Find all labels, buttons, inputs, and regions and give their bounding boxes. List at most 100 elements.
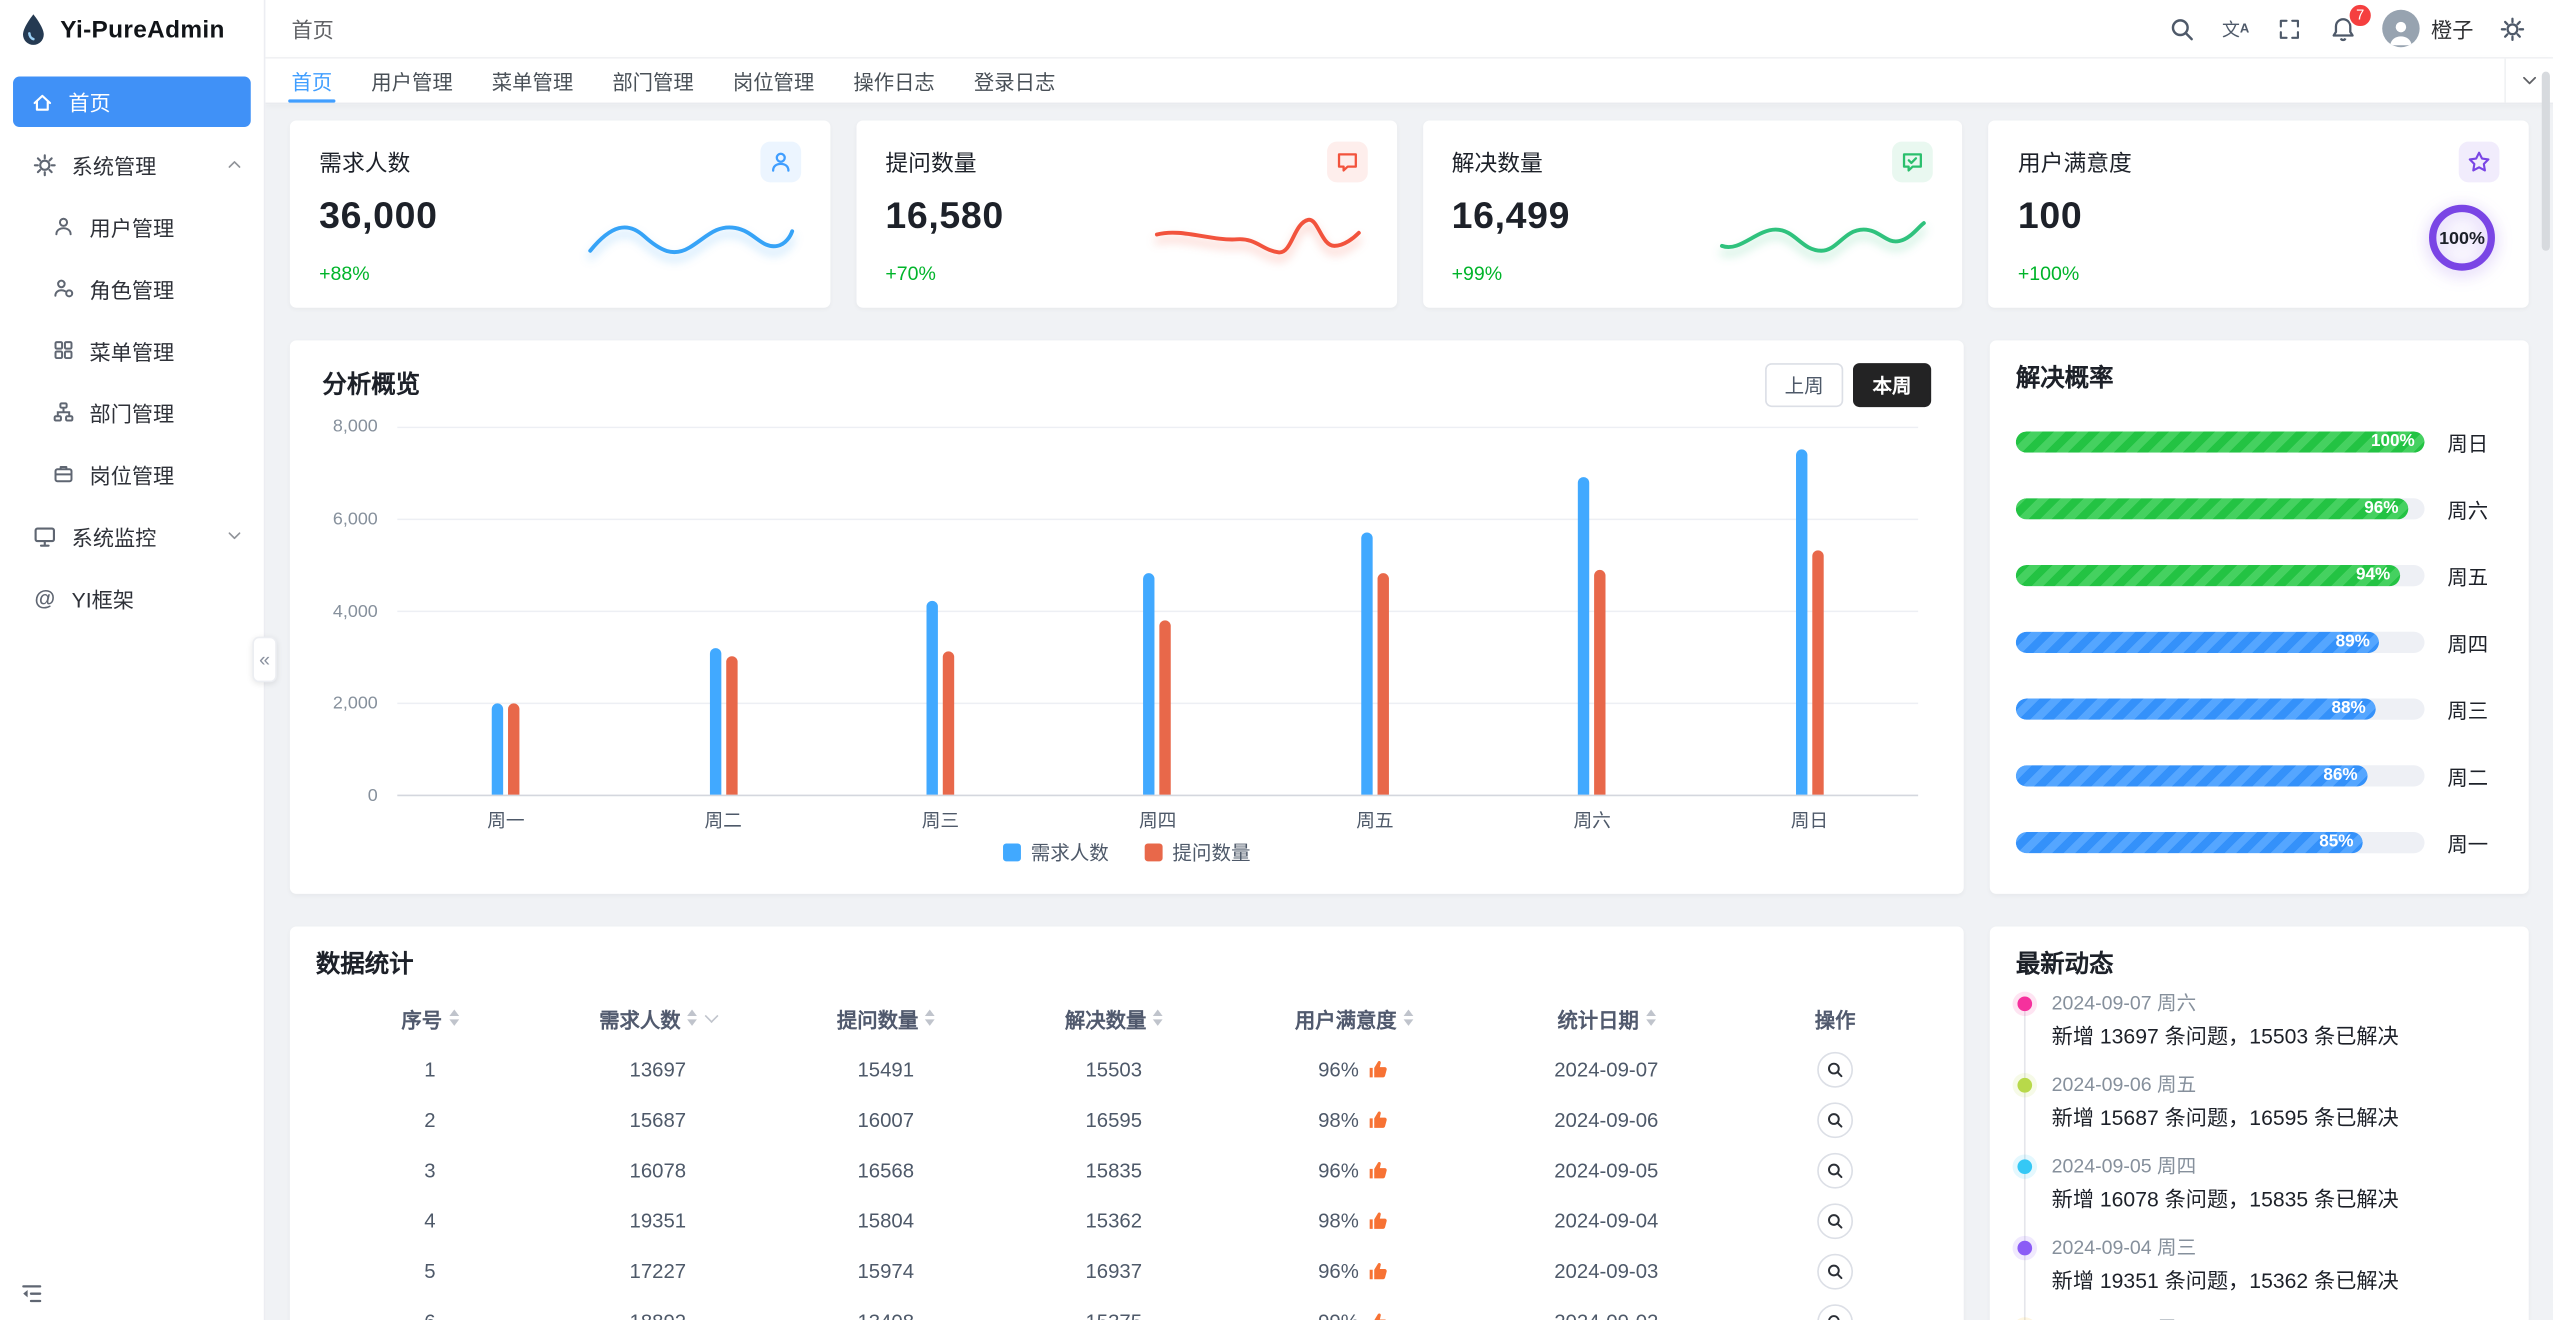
tab-首页[interactable]: 首页 (272, 59, 352, 103)
sidebar-collapse-handle[interactable]: « (252, 635, 277, 682)
sort-asc-icon[interactable] (1152, 1009, 1163, 1017)
cell-value: 4 (424, 1209, 436, 1232)
app-logo[interactable]: Yi-PureAdmin (0, 0, 264, 59)
cell-value: 2024-09-06 (1554, 1108, 1659, 1131)
probability-row: 89% 周四 (2015, 609, 2503, 676)
breadcrumb[interactable]: 首页 (291, 17, 334, 43)
week-toggle: 上周 本周 (1765, 363, 1932, 408)
tab-用户管理[interactable]: 用户管理 (371, 71, 453, 95)
tab-岗位管理[interactable]: 岗位管理 (732, 71, 815, 95)
page-scrollbar[interactable] (2541, 71, 2550, 251)
bar-需求人数 (492, 702, 504, 795)
column-header-解决数量[interactable]: 解决数量 (1000, 1002, 1228, 1033)
probability-row: 94% 周五 (2015, 542, 2503, 609)
sidebar-item-menu-management[interactable]: 菜单管理 (0, 319, 264, 381)
timeline-text: 新增 13697 条问题，15503 条已解决 (2051, 1024, 2399, 1049)
sidebar-item-post-management[interactable]: 岗位管理 (0, 443, 264, 505)
sort-carets[interactable] (1645, 1009, 1656, 1026)
sort-carets[interactable] (1152, 1009, 1163, 1026)
column-header-序号[interactable]: 序号 (316, 1002, 544, 1033)
user-avatar (2382, 9, 2420, 48)
gear-icon[interactable] (2498, 14, 2527, 43)
progress-fill: 85% (2015, 832, 2364, 854)
table-cell: 15974 (772, 1259, 1000, 1282)
bar-需求人数 (926, 601, 938, 795)
row-search-button[interactable] (1817, 1252, 1854, 1289)
column-header-label: 用户满意度 (1294, 1008, 1397, 1032)
solve-probability-card: 解决概率 100% 周日 96% 周六 94% 周五 89% 周四 88% 周三 86% 周二 85% 周… (1989, 340, 2529, 894)
sort-carets[interactable] (924, 1009, 935, 1026)
sidebar-item-user-management[interactable]: 用户管理 (0, 195, 264, 257)
timeline-dot (2017, 996, 2033, 1012)
legend-提问数量[interactable]: 提问数量 (1144, 838, 1251, 866)
cell-value: 2024-09-07 (1554, 1057, 1659, 1081)
row-search-button[interactable] (1817, 1152, 1854, 1188)
sort-desc-icon[interactable] (924, 1019, 935, 1026)
fullscreen-icon[interactable] (2275, 14, 2304, 43)
column-header-需求人数[interactable]: 需求人数 (544, 1002, 772, 1033)
column-header-提问数量[interactable]: 提问数量 (772, 1002, 1000, 1033)
progress-percent-label: 94% (2356, 565, 2391, 585)
sidebar-item-yi-framework[interactable]: @ YI框架 (0, 567, 264, 629)
sort-desc-icon[interactable] (448, 1019, 459, 1026)
bar-提问数量 (508, 702, 520, 795)
search-icon[interactable] (2167, 14, 2196, 43)
sidebar-item-label: 菜单管理 (89, 339, 175, 364)
sidebar-item-department-management[interactable]: 部门管理 (0, 381, 264, 443)
stat-value: 36,000 (319, 193, 438, 237)
column-header-统计日期[interactable]: 统计日期 (1480, 1002, 1732, 1033)
this-week-button[interactable]: 本周 (1852, 363, 1932, 408)
sort-desc-icon[interactable] (687, 1019, 697, 1026)
sort-carets[interactable] (448, 1009, 459, 1026)
notification-bell-icon[interactable]: 7 (2328, 2, 2373, 43)
last-week-button[interactable]: 上周 (1765, 363, 1844, 408)
sort-asc-icon[interactable] (924, 1009, 935, 1017)
sort-desc-icon[interactable] (1645, 1019, 1656, 1026)
sort-desc-icon[interactable] (1403, 1019, 1413, 1026)
sort-asc-icon[interactable] (1645, 1009, 1656, 1017)
tab-登录日志[interactable]: 登录日志 (973, 71, 1056, 95)
progress-track: 94% (2015, 565, 2425, 587)
sort-asc-icon[interactable] (687, 1009, 697, 1017)
cell-value: 15804 (857, 1209, 915, 1232)
chevron-up-icon (226, 156, 242, 172)
bar-提问数量 (1811, 550, 1824, 795)
column-header-操作[interactable]: 操作 (1733, 1002, 1938, 1033)
sort-carets[interactable] (1403, 1009, 1413, 1026)
cell-value: 19351 (629, 1209, 687, 1232)
sidebar-item-system-monitor[interactable]: 系统监控 (0, 505, 264, 567)
progress-fill: 88% (2015, 698, 2376, 720)
sort-asc-icon[interactable] (1403, 1009, 1413, 1017)
column-header-用户满意度[interactable]: 用户满意度 (1228, 1002, 1480, 1033)
sidebar-item-home[interactable]: 首页 (13, 76, 251, 128)
tab-部门管理[interactable]: 部门管理 (612, 71, 694, 95)
table-cell: 96% (1228, 1259, 1480, 1282)
sort-carets[interactable] (687, 1009, 697, 1026)
timeline-list: 2024-09-07 周六 新增 13697 条问题，15503 条已解决 2024… (2016, 992, 2503, 1320)
row-search-button[interactable] (1817, 1051, 1854, 1087)
sidebar-item-role-management[interactable]: 角色管理 (0, 257, 264, 319)
notification-badge: 7 (2347, 2, 2373, 27)
filter-icon[interactable] (704, 1008, 719, 1023)
row-search-button[interactable] (1817, 1202, 1854, 1239)
table-cell: 16937 (1000, 1259, 1228, 1282)
row-search-button[interactable] (1817, 1101, 1854, 1138)
row-search-button[interactable] (1817, 1303, 1854, 1320)
sidebar: Yi-PureAdmin 首页 系统管理 用户管理 角色管理 菜单 (0, 0, 277, 1320)
data-table: 序号 需求人数 提问数量 解决数量 用户满意度 统计日期 操作 1 13697 15491 155… (316, 992, 1938, 1320)
y-axis-label: 2,000 (332, 694, 378, 714)
probability-row: 86% 周二 (2015, 743, 2503, 810)
magnifier-icon (1828, 1213, 1843, 1228)
user-menu[interactable]: 橙子 (2382, 9, 2473, 48)
tabs-dropdown-button[interactable] (2504, 58, 2553, 103)
cell-value: 15974 (857, 1259, 915, 1283)
bar-group-周一 (397, 427, 614, 795)
tab-操作日志[interactable]: 操作日志 (853, 71, 935, 95)
tab-菜单管理[interactable]: 菜单管理 (491, 71, 574, 95)
sidebar-fold-button[interactable] (20, 1281, 44, 1305)
sort-asc-icon[interactable] (448, 1009, 459, 1017)
sidebar-item-system-management[interactable]: 系统管理 (0, 134, 264, 196)
legend-需求人数[interactable]: 需求人数 (1003, 838, 1109, 866)
sort-desc-icon[interactable] (1152, 1019, 1163, 1026)
